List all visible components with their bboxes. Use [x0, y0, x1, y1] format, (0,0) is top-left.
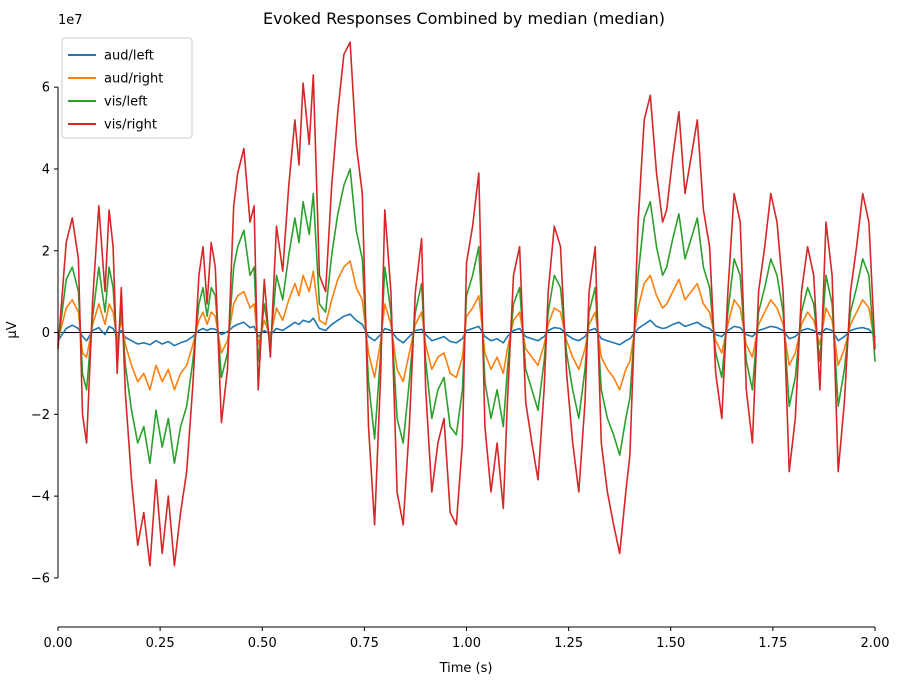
- y-tick-label: 4: [42, 162, 50, 177]
- y-tick-label: 0: [42, 326, 50, 341]
- legend-label: vis/left: [104, 95, 148, 110]
- y-axis-offset-label: 1e7: [58, 13, 83, 28]
- x-axis-ticks: 0.00 0.25 0.50 0.75 1.00 1.25 1.50 1.75 2.00: [44, 627, 890, 651]
- y-tick-label: −2: [31, 408, 50, 423]
- x-tick-label: 1.75: [758, 636, 787, 651]
- legend: aud/left aud/right vis/left vis/right: [61, 37, 193, 139]
- series-line-vis-left: [57, 168, 876, 465]
- chart-title: Evoked Responses Combined by median (med…: [263, 9, 665, 28]
- y-tick-label: 2: [42, 244, 50, 259]
- x-tick-label: 1.50: [656, 636, 685, 651]
- legend-label: vis/right: [104, 118, 157, 133]
- legend-label: aud/left: [104, 49, 154, 64]
- legend-label: aud/right: [104, 72, 163, 87]
- y-tick-label: −4: [31, 490, 50, 505]
- y-tick-label: 6: [42, 81, 50, 96]
- y-axis-ticks: −6 −4 −2 0 2 4 6: [31, 81, 58, 586]
- series-line-vis-right: [57, 41, 876, 567]
- x-axis-label: Time (s): [439, 661, 493, 676]
- series-lines: [57, 41, 876, 567]
- y-tick-label: −6: [31, 571, 50, 586]
- y-axis-label: µV: [5, 321, 20, 338]
- x-tick-label: 1.00: [452, 636, 481, 651]
- x-tick-label: 0.50: [248, 636, 277, 651]
- series-line-aud-right: [57, 260, 876, 391]
- legend-frame: [61, 37, 193, 139]
- x-tick-label: 1.25: [554, 636, 583, 651]
- x-tick-label: 2.00: [861, 636, 890, 651]
- series-line-aud-left: [57, 313, 876, 347]
- x-tick-label: 0.25: [146, 636, 175, 651]
- x-tick-label: 0.75: [350, 636, 379, 651]
- x-tick-label: 0.00: [44, 636, 73, 651]
